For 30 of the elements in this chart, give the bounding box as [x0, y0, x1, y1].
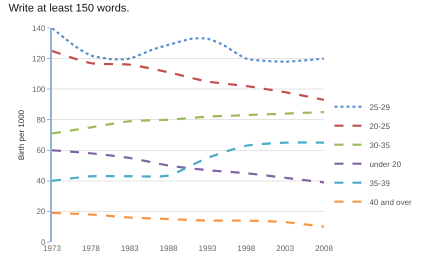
legend-label: 20-25 — [369, 122, 390, 131]
y-tick-label: 0 — [40, 238, 46, 247]
legend-label: 35-39 — [369, 178, 390, 188]
x-tick-label: 1973 — [43, 244, 62, 253]
y-tick-label: 80 — [36, 116, 46, 125]
legend-label: 25-29 — [369, 102, 390, 112]
x-tick-label: 2003 — [276, 244, 295, 253]
y-axis-title: Birth per 1000 — [17, 109, 26, 160]
y-tick-label: 100 — [32, 84, 46, 94]
y-tick-label: 40 — [36, 176, 46, 186]
y-tick-label: 140 — [32, 24, 46, 33]
line-series — [52, 28, 324, 63]
x-tick-label: 1978 — [82, 244, 100, 253]
legend-label: 30-35 — [369, 140, 390, 150]
line-series — [52, 50, 324, 101]
line-series — [52, 212, 324, 228]
x-tick-label: 1983 — [120, 244, 140, 253]
y-tick-label: 20 — [36, 207, 46, 216]
line-series — [52, 110, 324, 135]
legend-label: 40 and over — [369, 198, 412, 207]
x-tick-label: 1998 — [237, 244, 256, 253]
y-tick-label: 60 — [36, 146, 46, 156]
chart-title: Write at least 150 words. — [8, 2, 130, 15]
line-series — [52, 149, 324, 184]
y-tick-label: 120 — [32, 54, 46, 64]
line-series — [52, 141, 324, 182]
x-tick-label: 2008 — [315, 244, 334, 253]
x-tick-label: 1993 — [198, 244, 217, 253]
legend-label: under 20 — [369, 160, 402, 169]
x-tick-label: 1988 — [160, 244, 178, 253]
